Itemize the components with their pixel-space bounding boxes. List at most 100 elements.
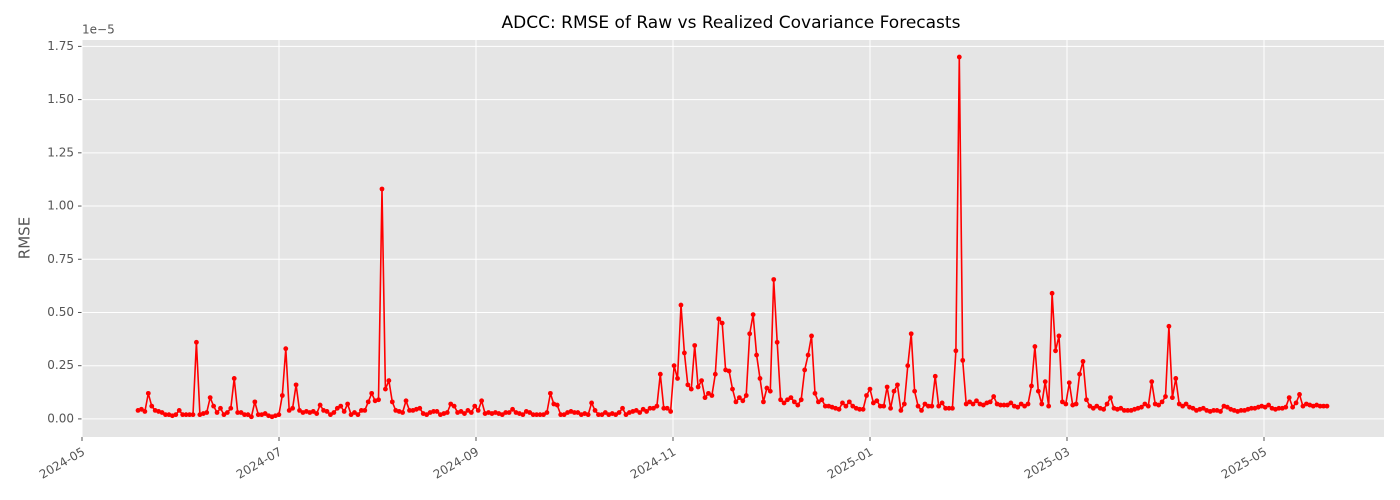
marker [352,410,357,415]
marker [362,407,368,413]
marker [771,277,777,282]
marker [503,410,509,415]
marker [1066,380,1072,386]
marker [1053,348,1058,354]
marker [1321,403,1326,409]
marker [1073,401,1079,407]
marker [730,386,735,392]
marker [719,320,725,326]
marker [211,403,217,409]
marker [1101,406,1107,412]
marker [235,410,241,415]
marker [706,390,711,396]
marker [1211,407,1216,413]
marker [245,412,251,418]
marker [139,406,144,412]
marker [1059,399,1065,405]
marker [712,371,718,377]
marker [846,399,852,405]
marker [534,412,540,418]
marker [905,363,911,369]
x-tick-label: 2025-03 [1022,445,1072,482]
marker [757,376,763,381]
marker [499,412,505,418]
marker [317,402,323,408]
marker [1218,409,1223,414]
marker [1286,395,1292,401]
marker [163,412,168,418]
x-tick-label: 2024-07 [234,445,284,482]
marker [840,400,845,406]
marker [640,406,646,412]
marker [651,405,656,411]
marker [925,403,931,409]
marker [877,403,883,409]
marker [389,399,395,405]
marker [379,186,385,192]
marker [297,407,302,413]
marker [431,409,436,414]
marker [1183,401,1189,407]
marker [1166,323,1172,329]
marker [908,331,914,337]
marker [963,401,969,407]
marker [1063,401,1069,407]
marker [238,410,244,415]
marker [218,405,223,411]
marker [850,403,856,409]
marker [1300,403,1306,409]
marker [479,398,485,404]
marker [358,407,364,413]
marker [338,403,344,409]
marker [424,412,430,418]
marker [795,402,801,408]
marker [895,382,900,388]
marker [657,371,663,377]
marker [465,407,471,413]
marker [1200,405,1206,411]
marker [991,394,997,399]
marker [675,376,680,381]
marker [331,410,337,415]
marker [462,411,467,416]
marker [434,409,440,414]
marker [592,407,598,413]
marker [891,388,897,394]
marker [881,403,887,409]
marker [293,382,299,388]
marker [1022,403,1027,409]
marker [939,400,945,406]
marker [1262,404,1268,410]
marker [620,405,625,411]
marker [733,399,739,405]
marker [664,405,670,411]
marker [1159,399,1165,405]
marker [190,412,196,418]
marker [221,412,227,418]
marker [1118,405,1124,411]
marker [262,411,268,416]
marker [149,403,155,409]
marker [214,410,220,415]
marker [1042,379,1048,385]
marker [1293,400,1299,406]
marker [458,409,464,414]
marker [791,399,797,405]
marker [444,410,450,415]
marker [145,390,151,396]
marker [1290,404,1296,410]
marker [1190,405,1196,411]
marker [142,409,148,414]
marker [365,399,371,405]
marker [1121,407,1127,413]
marker [688,386,694,392]
marker [334,405,340,411]
marker [1180,403,1186,409]
x-tick-label: 2024-09 [431,445,481,482]
y-tick-label: 1.00 [47,199,74,213]
marker [740,398,746,404]
marker [530,412,536,418]
marker [1156,402,1162,408]
marker [1173,376,1179,381]
marker [950,405,955,411]
